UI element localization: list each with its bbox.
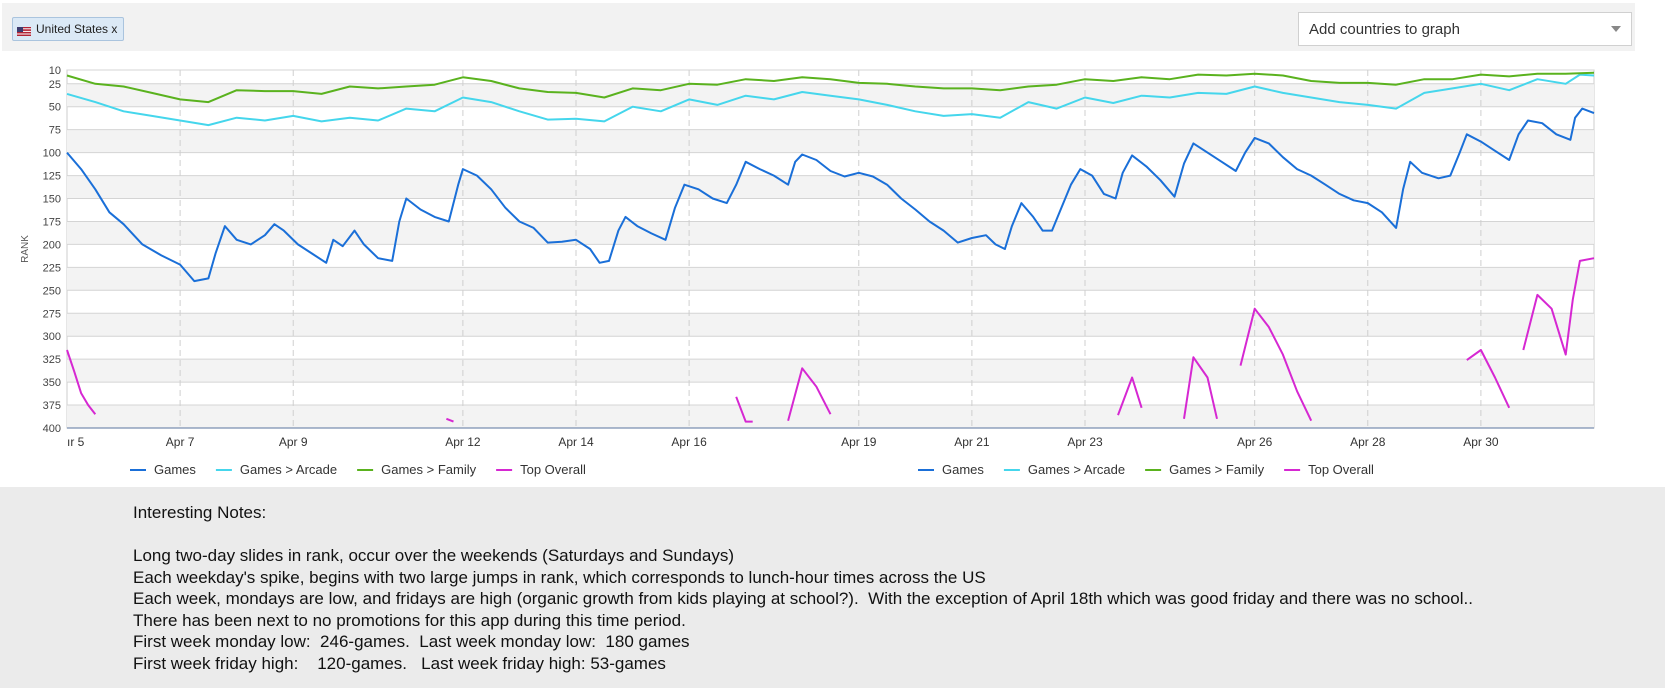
- y-tick-label: 75: [49, 125, 61, 137]
- note-line: First week monday low: 246-games. Last w…: [133, 632, 690, 651]
- notes-panel: Interesting Notes: Long two-day slides i…: [0, 487, 1665, 688]
- legend-item-label: Games > Arcade: [1028, 462, 1125, 477]
- rank-chart: 10 25 50 75 100 125 150 175 200 225 250 275 300 325 35…: [20, 65, 1595, 477]
- y-tick-label: 125: [43, 171, 61, 183]
- x-tick-label: Apr 21: [954, 435, 990, 449]
- plot-band: [67, 313, 1594, 337]
- chevron-down-icon: [1611, 26, 1621, 32]
- x-tick-label: Apr 23: [1067, 435, 1103, 449]
- series-line-top-overall: [1466, 349, 1511, 409]
- series-line-top-overall: [735, 396, 753, 423]
- plot-band: [67, 175, 1594, 199]
- y-tick-label: 100: [43, 148, 61, 160]
- legend-item-label: Top Overall: [520, 462, 586, 477]
- x-tick-label: Apr 12: [445, 435, 481, 449]
- legend-item-label: Games: [942, 462, 984, 477]
- legend-item-label: Games > Family: [1169, 462, 1264, 477]
- x-tick-label: Apr 26: [1237, 435, 1273, 449]
- y-tick-label: 50: [49, 102, 61, 114]
- plot-band: [67, 129, 1594, 153]
- y-tick-label: 275: [43, 308, 61, 320]
- series-line-top-overall: [1117, 376, 1143, 416]
- note-line: First week friday high: 120-games. Last …: [133, 653, 666, 673]
- y-tick-label: 250: [43, 285, 61, 297]
- plot-band: [67, 221, 1594, 245]
- series-line-top-overall: [66, 349, 97, 415]
- x-tick-label: ır 5: [67, 435, 85, 449]
- y-tick-label: 175: [43, 216, 61, 228]
- note-line: There has been next to no promotions for…: [133, 610, 686, 630]
- y-tick-label: 10: [49, 65, 61, 77]
- y-tick-label: 400: [43, 423, 61, 435]
- us-flag-icon: [17, 25, 31, 36]
- series-line-games: [66, 107, 1595, 283]
- add-countries-dropdown[interactable]: Add countries to graph: [1298, 12, 1632, 46]
- x-tick-label: Apr 7: [166, 435, 195, 449]
- series-line-top-overall: [1522, 257, 1595, 356]
- x-tick-label: Apr 16: [671, 435, 707, 449]
- note-line: Each week, mondays are low, and fridays …: [133, 589, 1473, 608]
- x-tick-label: Apr 19: [841, 435, 877, 449]
- notes-title: Interesting Notes:: [133, 503, 267, 522]
- legend-item-label: Games > Arcade: [240, 462, 337, 477]
- x-tick-label: Apr 30: [1463, 435, 1499, 449]
- series-line-games-family: [66, 71, 1595, 104]
- x-tick-label: Apr 28: [1350, 435, 1386, 449]
- legend-item-label: Games > Family: [381, 462, 476, 477]
- series-line-top-overall: [787, 367, 832, 421]
- legend-item-label: Top Overall: [1308, 462, 1374, 477]
- add-countries-label: Add countries to graph: [1309, 20, 1460, 38]
- note-line: Each weekday's spike, begins with two la…: [133, 567, 986, 587]
- x-tick-label: Apr 14: [558, 435, 594, 449]
- y-tick-label: 200: [43, 239, 61, 251]
- y-tick-label: 225: [43, 262, 61, 274]
- y-tick-label: 350: [43, 377, 61, 389]
- series-line-top-overall: [1183, 356, 1218, 420]
- plot-band: [67, 359, 1594, 383]
- country-tag-united-states[interactable]: United States x: [12, 17, 125, 41]
- plot-band: [67, 405, 1594, 428]
- series-line-games-arcade: [66, 73, 1595, 127]
- series-line-top-overall: [446, 417, 454, 423]
- plot-band: [67, 267, 1594, 291]
- y-axis-label: RANK: [20, 235, 31, 263]
- y-tick-label: 375: [43, 400, 61, 412]
- series-line-top-overall: [1239, 307, 1313, 422]
- x-tick-label: Apr 9: [279, 435, 308, 449]
- country-tag-label: United States x: [36, 22, 118, 36]
- y-tick-label: 25: [49, 79, 61, 91]
- y-tick-label: 150: [43, 194, 61, 206]
- note-line: Long two-day slides in rank, occur over …: [133, 546, 734, 565]
- y-tick-label: 300: [43, 331, 61, 343]
- toolbar: United States x Add countries to graph: [2, 3, 1635, 51]
- y-tick-label: 325: [43, 354, 61, 366]
- legend-item-label: Games: [154, 462, 196, 477]
